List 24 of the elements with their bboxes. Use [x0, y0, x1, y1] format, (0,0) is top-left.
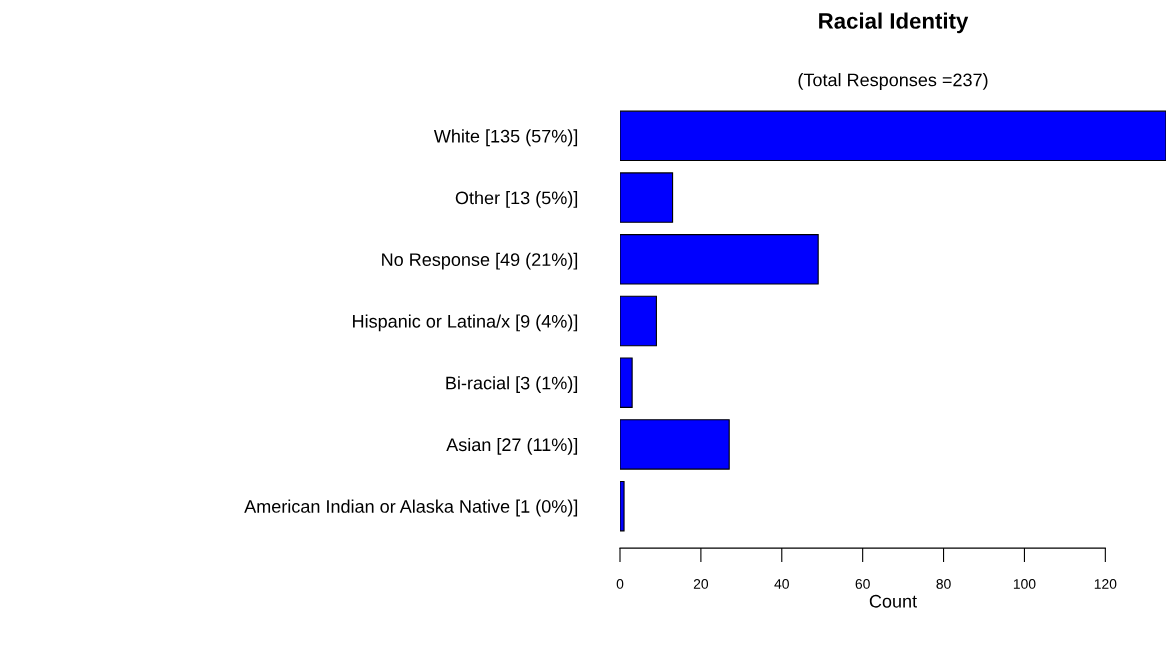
y-tick-label: Asian [27 (11%)]: [446, 437, 578, 455]
y-tick-label: No Response [49 (21%)]: [382, 252, 578, 270]
x-tick-label: 0: [616, 579, 624, 589]
x-axis-title: Count: [869, 594, 917, 608]
chart-subtitle: (Total Responses =237): [798, 73, 988, 90]
bar: [620, 419, 730, 470]
y-tick-label: Hispanic or Latina/x [9 (4%)]: [353, 314, 578, 332]
x-tick-label: 20: [693, 579, 709, 589]
bar: [620, 172, 674, 223]
bar: [620, 234, 819, 285]
chart-title: Racial Identity: [819, 12, 969, 34]
x-tick-label: 40: [774, 579, 789, 589]
x-tick-label: 100: [1013, 579, 1036, 589]
bar: [620, 110, 1166, 162]
x-tick-label: 80: [936, 579, 951, 589]
y-tick-label: American Indian or Alaska Native [1 (0%)]: [244, 499, 578, 517]
x-tick-label: 120: [1094, 579, 1117, 589]
x-tick-label: 60: [855, 579, 870, 589]
bar: [620, 357, 633, 408]
bar: [620, 295, 657, 347]
y-tick-label: White [135 (57%)]: [433, 129, 578, 147]
y-tick-label: Other [13 (5%)]: [455, 191, 578, 208]
y-tick-label: Bi-racial [3 (1%)]: [446, 376, 578, 393]
bar: [620, 480, 625, 532]
